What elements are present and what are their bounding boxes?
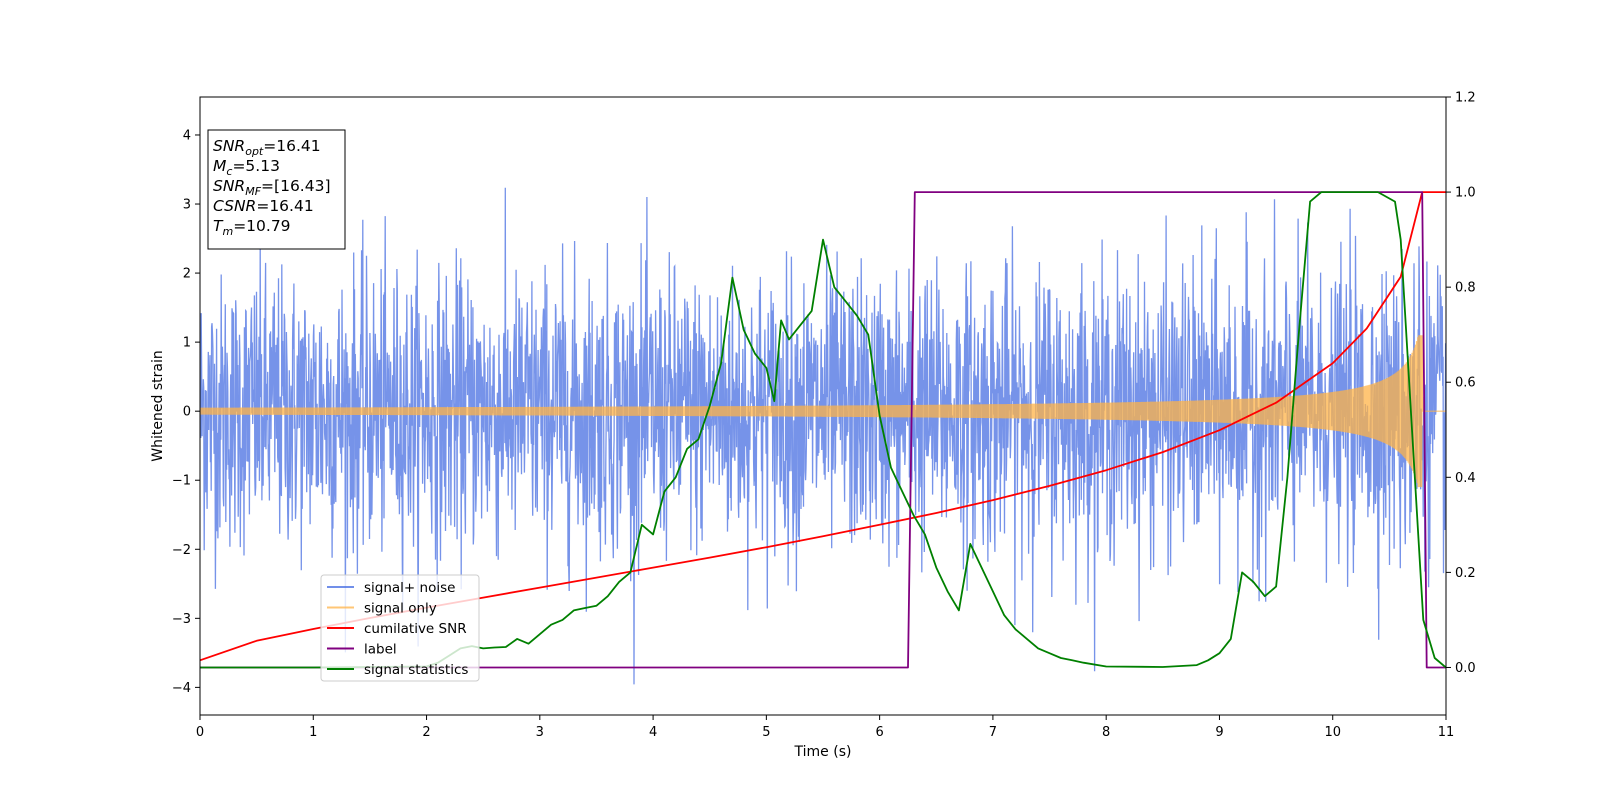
x-tick-label: 0 [196,725,204,740]
snr-annotation-box: SNRopt=16.41Mc=5.13SNRMF=[16.43]CSNR=16.… [207,129,346,250]
annotation-frame [207,129,346,250]
y2-tick-label: 1.0 [1455,186,1476,201]
x-tick-label: 6 [875,725,883,740]
x-tick-label: 2 [422,725,430,740]
legend-label: signal+ noise [364,580,455,596]
y2-tick-label: 0.4 [1455,471,1476,486]
y-axis-right: 0.0 0.2 0.4 0.6 0.8 1.0 1.2 [1446,91,1476,676]
y-tick-label: −4 [172,681,191,696]
legend: signal+ noise signal only cumilative SNR la… [320,574,480,682]
y2-tick-label: 0.6 [1455,376,1476,391]
x-tick-label: 11 [1438,725,1455,740]
axes-frame [199,96,1447,716]
y-tick-label: 1 [183,336,191,351]
y-axis-label: Whitened strain [150,350,166,461]
annotation-line: Tm=10.79 [213,217,291,238]
legend-frame [320,574,480,682]
annotation-line: CSNR=16.41 [213,197,314,215]
y-tick-label: −1 [172,474,191,489]
legend-label: label [364,642,397,658]
x-tick-label: 1 [309,725,317,740]
x-tick-label: 9 [1215,725,1223,740]
y-tick-label: −2 [172,543,191,558]
legend-label: cumilative SNR [364,621,467,637]
series-signal-only-line [200,335,1446,488]
y-tick-label: −3 [172,612,191,627]
x-axis-label: Time (s) [794,744,852,760]
legend-label: signal statistics [364,662,468,678]
x-tick-label: 4 [649,725,657,740]
y-tick-label: 0 [183,405,191,420]
x-axis: 0 1 2 3 4 5 6 7 8 9 10 11 [196,715,1454,740]
y2-tick-label: 0.8 [1455,281,1476,296]
legend-label: signal only [364,601,437,617]
y-axis-left: −4 −3 −2 −1 0 1 2 3 4 [172,128,200,696]
series-signal-statistics-line [200,191,1446,669]
x-tick-label: 8 [1102,725,1110,740]
annotation-line: Mc=5.13 [213,157,280,178]
x-tick-label: 10 [1324,725,1341,740]
y-tick-label: 4 [183,128,191,143]
x-tick-label: 7 [989,725,997,740]
y-tick-label: 2 [183,267,191,282]
series-label-line [200,191,1446,669]
x-tick-label: 3 [536,725,544,740]
annotation-line: SNRopt=16.41 [213,137,321,158]
x-tick-label: 5 [762,725,770,740]
annotation-line: SNRMF=[16.43] [213,177,331,198]
y-tick-label: 3 [183,198,191,213]
y2-tick-label: 0.0 [1455,661,1476,676]
y2-tick-label: 0.2 [1455,566,1476,581]
y2-tick-label: 1.2 [1455,91,1476,106]
